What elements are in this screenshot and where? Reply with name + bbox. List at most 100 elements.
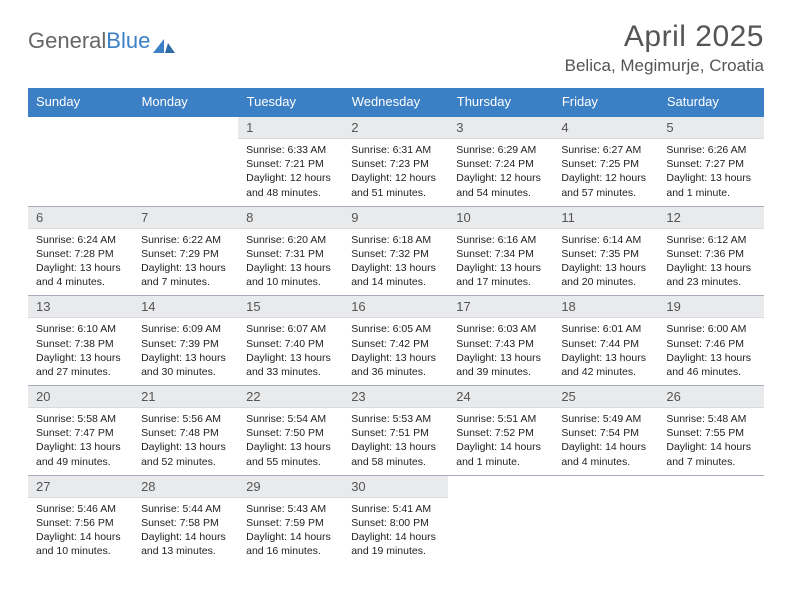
sunrise-line: Sunrise: 6:18 AM [351,233,440,247]
sunrise-line: Sunrise: 5:58 AM [36,412,125,426]
brand-part2: Blue [106,28,150,54]
daylight-line: Daylight: 13 hours and 17 minutes. [456,261,545,289]
day-number: 11 [553,207,658,229]
calendar-table: SundayMondayTuesdayWednesdayThursdayFrid… [28,88,764,564]
sunrise-line: Sunrise: 6:05 AM [351,322,440,336]
calendar-day-cell: 8Sunrise: 6:20 AMSunset: 7:31 PMDaylight… [238,206,343,296]
weekday-header: Wednesday [343,88,448,116]
daylight-line: Daylight: 13 hours and 23 minutes. [666,261,755,289]
daylight-line: Daylight: 14 hours and 19 minutes. [351,530,440,558]
sunrise-line: Sunrise: 5:46 AM [36,502,125,516]
sunset-line: Sunset: 7:21 PM [246,157,335,171]
calendar-day-cell: 2Sunrise: 6:31 AMSunset: 7:23 PMDaylight… [343,116,448,206]
sunrise-line: Sunrise: 5:44 AM [141,502,230,516]
calendar-day-cell: 25Sunrise: 5:49 AMSunset: 7:54 PMDayligh… [553,386,658,476]
day-content: Sunrise: 5:41 AMSunset: 8:00 PMDaylight:… [343,498,448,565]
day-content: Sunrise: 6:03 AMSunset: 7:43 PMDaylight:… [448,318,553,385]
sunset-line: Sunset: 7:23 PM [351,157,440,171]
calendar-day-cell: 27Sunrise: 5:46 AMSunset: 7:56 PMDayligh… [28,475,133,564]
daylight-line: Daylight: 14 hours and 7 minutes. [666,440,755,468]
day-content: Sunrise: 6:07 AMSunset: 7:40 PMDaylight:… [238,318,343,385]
weekday-header: Friday [553,88,658,116]
sunrise-line: Sunrise: 6:01 AM [561,322,650,336]
sunset-line: Sunset: 7:46 PM [666,337,755,351]
sunrise-line: Sunrise: 6:14 AM [561,233,650,247]
daylight-line: Daylight: 13 hours and 4 minutes. [36,261,125,289]
day-number: 6 [28,207,133,229]
calendar-day-cell: 18Sunrise: 6:01 AMSunset: 7:44 PMDayligh… [553,296,658,386]
sunrise-line: Sunrise: 5:48 AM [666,412,755,426]
sunset-line: Sunset: 8:00 PM [351,516,440,530]
day-number: 14 [133,296,238,318]
calendar-day-cell: .. [133,116,238,206]
sunrise-line: Sunrise: 6:33 AM [246,143,335,157]
day-content: Sunrise: 5:53 AMSunset: 7:51 PMDaylight:… [343,408,448,475]
calendar-week-row: ....1Sunrise: 6:33 AMSunset: 7:21 PMDayl… [28,116,764,206]
sunset-line: Sunset: 7:28 PM [36,247,125,261]
sunrise-line: Sunrise: 6:26 AM [666,143,755,157]
sunset-line: Sunset: 7:50 PM [246,426,335,440]
day-content: Sunrise: 6:31 AMSunset: 7:23 PMDaylight:… [343,139,448,206]
sunset-line: Sunset: 7:29 PM [141,247,230,261]
calendar-day-cell: 22Sunrise: 5:54 AMSunset: 7:50 PMDayligh… [238,386,343,476]
sunset-line: Sunset: 7:40 PM [246,337,335,351]
day-number: 26 [658,386,763,408]
day-content: Sunrise: 5:58 AMSunset: 7:47 PMDaylight:… [28,408,133,475]
sunrise-line: Sunrise: 6:07 AM [246,322,335,336]
daylight-line: Daylight: 14 hours and 16 minutes. [246,530,335,558]
day-number: 28 [133,476,238,498]
daylight-line: Daylight: 13 hours and 49 minutes. [36,440,125,468]
day-number: 19 [658,296,763,318]
day-content: Sunrise: 6:33 AMSunset: 7:21 PMDaylight:… [238,139,343,206]
sunset-line: Sunset: 7:51 PM [351,426,440,440]
sunrise-line: Sunrise: 6:31 AM [351,143,440,157]
calendar-day-cell: 3Sunrise: 6:29 AMSunset: 7:24 PMDaylight… [448,116,553,206]
day-number: 12 [658,207,763,229]
calendar-day-cell: 4Sunrise: 6:27 AMSunset: 7:25 PMDaylight… [553,116,658,206]
daylight-line: Daylight: 13 hours and 30 minutes. [141,351,230,379]
day-content: Sunrise: 6:10 AMSunset: 7:38 PMDaylight:… [28,318,133,385]
calendar-day-cell: .. [553,475,658,564]
day-number: 13 [28,296,133,318]
calendar-day-cell: 26 Sunrise: 5:48 AMSunset: 7:55 PMDayligh… [658,386,763,476]
sunset-line: Sunset: 7:32 PM [351,247,440,261]
day-number: 30 [343,476,448,498]
sunset-line: Sunset: 7:31 PM [246,247,335,261]
sunrise-line: Sunrise: 6:22 AM [141,233,230,247]
day-number: 29 [238,476,343,498]
daylight-line: Daylight: 14 hours and 1 minute. [456,440,545,468]
day-content: Sunrise: 6:27 AMSunset: 7:25 PMDaylight:… [553,139,658,206]
day-content: Sunrise: 5:51 AMSunset: 7:52 PMDaylight:… [448,408,553,475]
day-content: Sunrise: 5:49 AMSunset: 7:54 PMDaylight:… [553,408,658,475]
daylight-line: Daylight: 13 hours and 42 minutes. [561,351,650,379]
sunset-line: Sunset: 7:34 PM [456,247,545,261]
daylight-line: Daylight: 13 hours and 20 minutes. [561,261,650,289]
sunset-line: Sunset: 7:55 PM [666,426,755,440]
calendar-week-row: 6Sunrise: 6:24 AMSunset: 7:28 PMDaylight… [28,206,764,296]
brand-part1: General [28,28,106,54]
weekday-header: Thursday [448,88,553,116]
sunset-line: Sunset: 7:24 PM [456,157,545,171]
day-number: 8 [238,207,343,229]
sunset-line: Sunset: 7:59 PM [246,516,335,530]
sunset-line: Sunset: 7:44 PM [561,337,650,351]
calendar-day-cell: 16Sunrise: 6:05 AMSunset: 7:42 PMDayligh… [343,296,448,386]
daylight-line: Daylight: 13 hours and 58 minutes. [351,440,440,468]
day-number: 9 [343,207,448,229]
calendar-day-cell: 28Sunrise: 5:44 AMSunset: 7:58 PMDayligh… [133,475,238,564]
sunset-line: Sunset: 7:54 PM [561,426,650,440]
calendar-day-cell: 13Sunrise: 6:10 AMSunset: 7:38 PMDayligh… [28,296,133,386]
day-content: Sunrise: 6:01 AMSunset: 7:44 PMDaylight:… [553,318,658,385]
daylight-line: Daylight: 13 hours and 52 minutes. [141,440,230,468]
sunrise-line: Sunrise: 6:24 AM [36,233,125,247]
daylight-line: Daylight: 13 hours and 14 minutes. [351,261,440,289]
sunset-line: Sunset: 7:27 PM [666,157,755,171]
sunrise-line: Sunrise: 5:41 AM [351,502,440,516]
sunset-line: Sunset: 7:43 PM [456,337,545,351]
calendar-day-cell: 10Sunrise: 6:16 AMSunset: 7:34 PMDayligh… [448,206,553,296]
day-content: Sunrise: 6:18 AMSunset: 7:32 PMDaylight:… [343,229,448,296]
sunrise-line: Sunrise: 5:51 AM [456,412,545,426]
day-content: Sunrise: 5:44 AMSunset: 7:58 PMDaylight:… [133,498,238,565]
daylight-line: Daylight: 13 hours and 27 minutes. [36,351,125,379]
daylight-line: Daylight: 14 hours and 13 minutes. [141,530,230,558]
